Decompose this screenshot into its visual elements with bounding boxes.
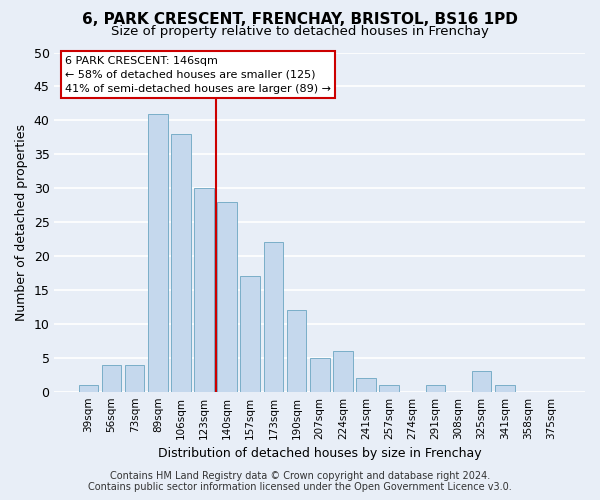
Bar [425, 385, 445, 392]
Bar [125, 364, 145, 392]
Bar [310, 358, 329, 392]
X-axis label: Distribution of detached houses by size in Frenchay: Distribution of detached houses by size … [158, 447, 482, 460]
Bar [472, 372, 491, 392]
Bar [148, 114, 167, 392]
Bar [263, 242, 283, 392]
Bar [333, 351, 353, 392]
Bar [171, 134, 191, 392]
Bar [287, 310, 307, 392]
Text: 6, PARK CRESCENT, FRENCHAY, BRISTOL, BS16 1PD: 6, PARK CRESCENT, FRENCHAY, BRISTOL, BS1… [82, 12, 518, 28]
Bar [217, 202, 237, 392]
Text: Contains HM Land Registry data © Crown copyright and database right 2024.
Contai: Contains HM Land Registry data © Crown c… [88, 471, 512, 492]
Bar [101, 364, 121, 392]
Bar [495, 385, 515, 392]
Text: 6 PARK CRESCENT: 146sqm
← 58% of detached houses are smaller (125)
41% of semi-d: 6 PARK CRESCENT: 146sqm ← 58% of detache… [65, 56, 331, 94]
Y-axis label: Number of detached properties: Number of detached properties [15, 124, 28, 320]
Text: Size of property relative to detached houses in Frenchay: Size of property relative to detached ho… [111, 25, 489, 38]
Bar [241, 276, 260, 392]
Bar [194, 188, 214, 392]
Bar [79, 385, 98, 392]
Bar [379, 385, 399, 392]
Bar [356, 378, 376, 392]
